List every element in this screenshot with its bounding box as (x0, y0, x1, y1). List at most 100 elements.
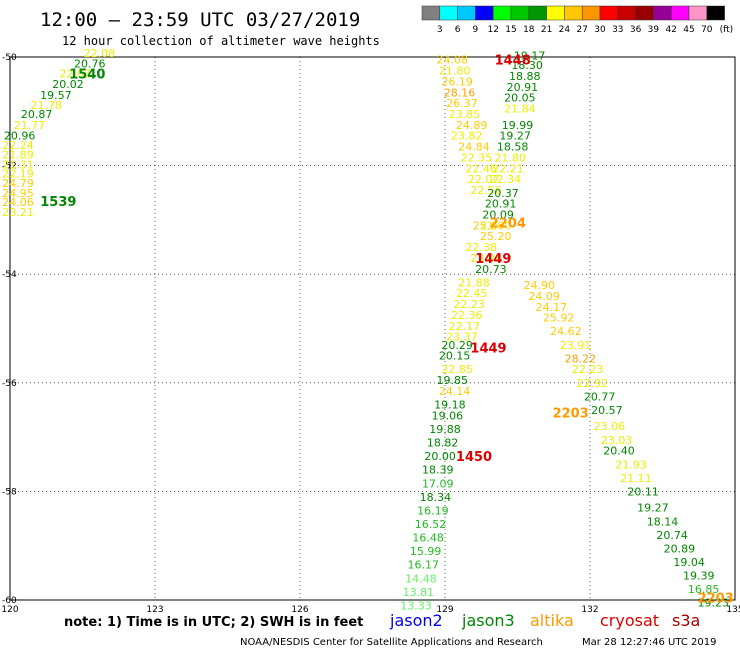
wave-height-value: 13.33 (400, 599, 432, 612)
x-tick-label: 135 (726, 605, 740, 615)
colorbar-tick-label: 45 (683, 25, 694, 35)
colorbar-swatch (688, 5, 708, 21)
wave-height-value: 23.03 (601, 434, 633, 447)
wave-height-value: 20.91 (485, 198, 517, 211)
wave-height-value: 21.80 (495, 151, 527, 164)
footer-timestamp: Mar 28 12:27:46 UTC 2019 (582, 637, 717, 648)
wave-height-value: 24.08 (437, 54, 469, 67)
wave-height-value: 22.19 (2, 168, 34, 181)
chart-subtitle: 12 hour collection of altimeter wave hei… (62, 34, 380, 48)
wave-height-value: 20.74 (656, 529, 688, 542)
wave-height-value: 21.84 (504, 103, 536, 116)
wave-height-value: 26.37 (446, 97, 478, 110)
pass-time-label: 1539 (40, 195, 76, 210)
colorbar-tick-label: 27 (576, 25, 587, 35)
wave-height-value: 23.06 (594, 420, 626, 433)
pass-time-label: 1449 (475, 252, 511, 267)
pass-time-label: 1449 (470, 342, 506, 357)
legend-entry-altika: altika (530, 611, 574, 630)
satellite-legend: jason2 jason3 altika cryosat s3a (389, 611, 700, 630)
wave-height-value: 22.56 (470, 184, 502, 197)
x-tick-label: 129 (436, 605, 453, 615)
wave-height-value: 20.76 (74, 58, 106, 71)
wave-height-value: 22.35 (461, 151, 493, 164)
wave-height-value: 22.36 (451, 309, 483, 322)
wave-height-value: 23.21 (2, 206, 34, 219)
colorbar-swatch (492, 5, 512, 21)
wave-height-value: 20.91 (507, 81, 539, 94)
wave-height-value: 22.34 (490, 173, 522, 186)
footer-credit: NOAA/NESDIS Center for Satellite Applica… (240, 637, 543, 648)
wave-height-value: 24.84 (458, 141, 490, 154)
wave-height-value: 20.57 (591, 404, 623, 417)
wave-height-value: 26.19 (441, 75, 473, 88)
colorbar-swatch (510, 5, 530, 21)
wave-height-value: 18.39 (422, 464, 454, 477)
wave-height-value: 21.88 (458, 276, 490, 289)
plot-frame (9, 56, 736, 601)
wave-height-value: 16.17 (408, 559, 440, 572)
wave-height-value: 24.17 (536, 301, 568, 314)
wave-height-value: 19.17 (514, 49, 546, 62)
wave-height-value: 18.58 (497, 141, 529, 154)
colorbar-swatch (581, 5, 601, 21)
pass-time-label: 1450 (456, 450, 492, 465)
wave-height-value: 20.00 (424, 450, 456, 463)
wave-height-value: 18.14 (647, 515, 679, 528)
wave-height-value: 20.05 (504, 92, 536, 105)
wave-height-value: 19.06 (432, 409, 464, 422)
colorbar-tick-label: 30 (594, 25, 606, 35)
wave-height-value: 23.85 (449, 108, 481, 121)
wave-height-value: 16.48 (412, 532, 444, 545)
wave-height-value: 19.23 (698, 597, 730, 610)
footer-note: note: 1) Time is in UTC; 2) SWH is in fe… (64, 615, 363, 630)
colorbar-swatch (564, 5, 583, 21)
colorbar-tick-label: 21 (541, 25, 552, 35)
wave-height-value: 20.09 (482, 208, 514, 221)
wave-height-value: 24.09 (528, 290, 560, 303)
wave-height-value: 22.21 (492, 162, 524, 175)
wave-height-value: 22.23 (453, 298, 485, 311)
colorbar: 3 6 9 12 15 18 21 24 27 30 33 36 39 42 45 70 (ft) (421, 5, 733, 35)
wave-height-value: 28.16 (444, 86, 476, 99)
wave-height-value: 21.80 (439, 65, 471, 78)
colorbar-tick-label: 15 (505, 25, 516, 35)
wave-height-value: 20.40 (603, 445, 635, 458)
x-tick-label: 120 (1, 605, 18, 615)
colorbar-swatch (670, 5, 690, 21)
wave-height-value: 24.06 (2, 196, 34, 209)
wave-height-value: 19.85 (437, 374, 469, 387)
wave-height-value: 22.46 (466, 162, 498, 175)
wave-height-value: 14.48 (405, 572, 437, 585)
wave-height-value: 20.02 (52, 78, 84, 91)
colorbar-swatch (439, 5, 458, 21)
wave-height-value: 24.14 (439, 385, 471, 398)
colorbar-tick-label: 3 (437, 25, 443, 35)
wave-height-value: 19.88 (429, 423, 461, 436)
legend-entry-s3a: s3a (672, 611, 700, 630)
pass-time-label: 1540 (69, 67, 105, 82)
y-tick-label: -56 (2, 379, 17, 389)
wave-height-value: 23.91 (560, 339, 592, 352)
wave-height-value: 22.23 (572, 363, 604, 376)
wave-height-value: 18.82 (427, 437, 459, 450)
colorbar-tick-label: 18 (523, 25, 535, 35)
wave-height-value: 22.07 (468, 173, 500, 186)
pass-time-label: 2204 (490, 217, 526, 232)
wave-height-value: 20.89 (664, 542, 696, 555)
wave-height-value: 24.90 (524, 279, 556, 292)
legend-entry-cryosat: cryosat (600, 611, 659, 630)
wave-height-value: 23.82 (451, 130, 483, 143)
wave-height-value: 17.09 (422, 477, 454, 490)
wave-height-value: 21.31 (2, 159, 34, 172)
wave-height-value: 24.62 (550, 325, 582, 338)
colorbar-tick-label: 42 (665, 25, 676, 35)
wave-height-value: 16.85 (688, 583, 720, 596)
colorbar-swatch (706, 5, 725, 21)
wave-height-value: 23.08 (470, 252, 502, 265)
wave-height-value: 25.20 (480, 230, 512, 243)
wave-height-value: 20.15 (439, 350, 471, 363)
x-tick-label: 132 (581, 605, 598, 615)
wave-height-value: 24.95 (2, 187, 34, 200)
